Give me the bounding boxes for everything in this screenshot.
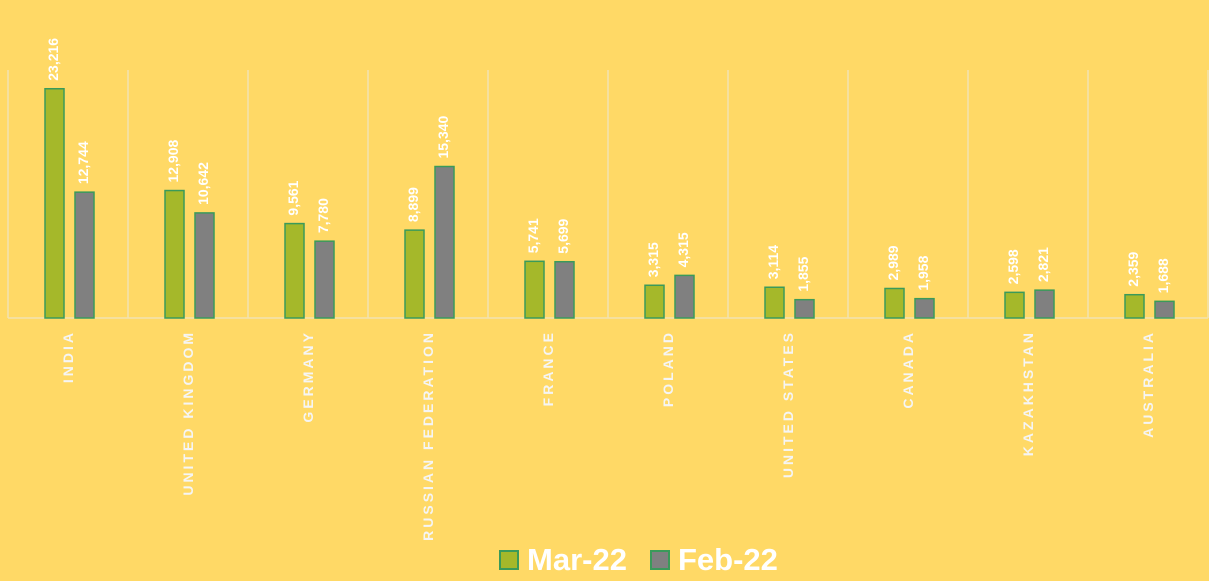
value-label: 1,855 [795,256,811,291]
value-label: 12,908 [165,139,181,182]
bar [404,229,425,319]
value-label: 2,598 [1005,249,1021,284]
bar [884,287,905,319]
x-tick-label: KAZAKHSTAN [1020,330,1036,457]
legend-swatch [499,550,519,570]
value-label: 1,958 [915,255,931,290]
bar [1004,291,1025,319]
value-label: 8,899 [405,187,421,222]
value-label: 2,989 [885,245,901,280]
value-label: 15,340 [435,115,451,158]
x-tick-label: GERMANY [300,330,316,423]
value-label: 23,216 [45,38,61,81]
bar [1124,293,1145,319]
legend-item: Feb-22 [650,540,778,580]
bar [164,189,185,319]
bar [194,212,215,319]
bar [764,286,785,319]
value-label: 5,699 [555,218,571,253]
bar [284,222,305,319]
legend-item: Mar-22 [499,540,627,580]
bar [1034,289,1055,319]
bar [434,165,455,319]
bar [74,191,95,319]
x-tick-label: UNITED STATES [780,330,796,479]
x-tick-label: UNITED KINGDOM [180,330,196,496]
bar [794,298,815,319]
bar [524,260,545,319]
bar [44,87,65,319]
value-label: 4,315 [675,232,691,267]
bar [674,274,695,319]
value-label: 12,744 [75,141,91,184]
x-tick-label: RUSSIAN FEDERATION [420,330,436,541]
bar [554,260,575,319]
bar [314,240,335,319]
value-label: 10,642 [195,162,211,205]
bar [644,284,665,319]
legend-label: Mar-22 [527,542,627,577]
bar [914,297,935,319]
value-label: 5,741 [525,218,541,253]
bar [1154,300,1175,319]
x-tick-label: CANADA [900,330,916,409]
x-tick-label: POLAND [660,330,676,408]
value-label: 1,688 [1155,258,1171,293]
x-tick-label: INDIA [60,330,76,384]
value-label: 9,561 [285,180,301,215]
value-label: 2,359 [1125,251,1141,286]
legend-swatch [650,550,670,570]
legend-label: Feb-22 [678,542,778,577]
x-tick-label: FRANCE [540,330,556,407]
value-label: 2,821 [1035,247,1051,282]
value-label: 7,780 [315,198,331,233]
x-tick-label: AUSTRALIA [1140,330,1156,438]
value-label: 3,315 [645,242,661,277]
value-label: 3,114 [765,245,781,279]
